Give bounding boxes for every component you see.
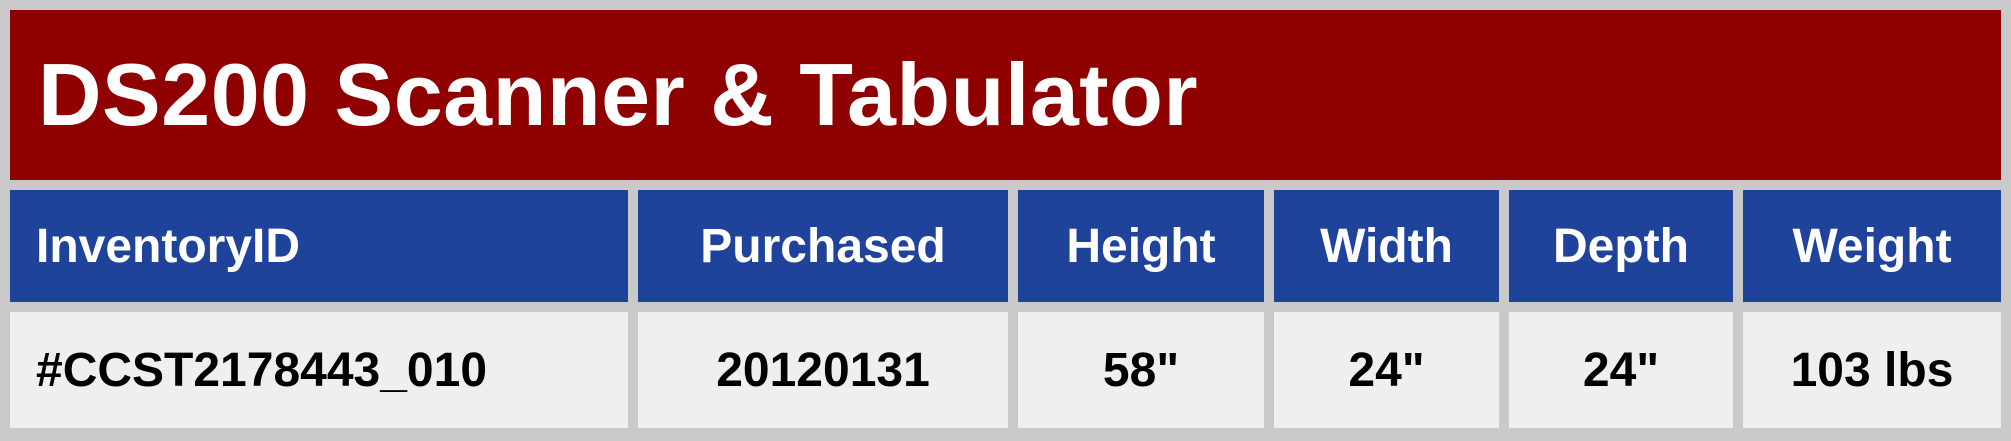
header-height: Height	[1018, 190, 1264, 302]
header-purchased: Purchased	[638, 190, 1008, 302]
table-header-row: InventoryID Purchased Height Width Depth…	[10, 190, 2001, 302]
cell-inventory-id: #CCST2178443_010	[10, 312, 628, 428]
header-depth: Depth	[1509, 190, 1733, 302]
cell-weight: 103 lbs	[1743, 312, 2001, 428]
page-title: DS200 Scanner & Tabulator	[38, 45, 1199, 144]
table-row: #CCST2178443_010 20120131 58" 24" 24" 10…	[10, 312, 2001, 428]
cell-depth: 24"	[1509, 312, 1733, 428]
header-inventory-id: InventoryID	[10, 190, 628, 302]
header-weight: Weight	[1743, 190, 2001, 302]
cell-height: 58"	[1018, 312, 1264, 428]
header-width: Width	[1274, 190, 1499, 302]
title-bar: DS200 Scanner & Tabulator	[10, 10, 2001, 180]
cell-purchased: 20120131	[638, 312, 1008, 428]
cell-width: 24"	[1274, 312, 1499, 428]
specs-table: InventoryID Purchased Height Width Depth…	[0, 180, 2011, 438]
